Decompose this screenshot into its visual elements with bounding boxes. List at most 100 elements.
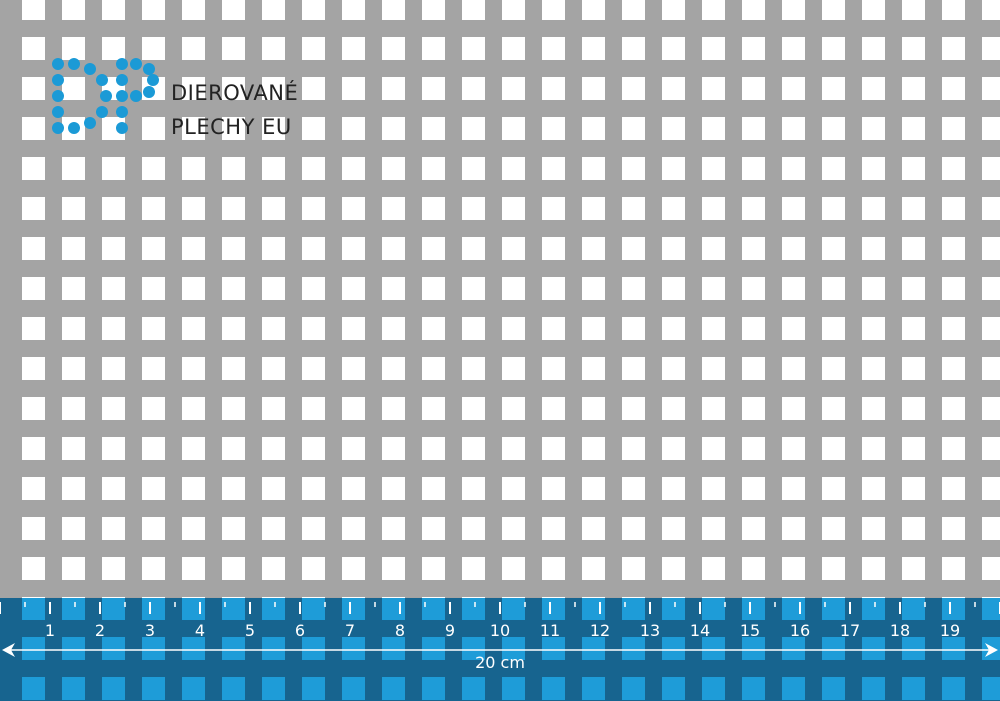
hole xyxy=(142,117,165,140)
hole xyxy=(942,197,965,220)
hole xyxy=(622,357,645,380)
hole xyxy=(422,77,445,100)
hole xyxy=(662,437,685,460)
hole xyxy=(302,77,325,100)
hole xyxy=(742,437,765,460)
hole xyxy=(182,357,205,380)
hole xyxy=(542,117,565,140)
hole xyxy=(902,357,925,380)
ruler-hole xyxy=(542,598,565,620)
hole xyxy=(182,0,205,20)
hole xyxy=(502,277,525,300)
hole xyxy=(422,277,445,300)
hole xyxy=(862,517,885,540)
hole xyxy=(822,277,845,300)
ruler-number: 9 xyxy=(444,621,456,640)
hole xyxy=(302,317,325,340)
hole xyxy=(422,437,445,460)
hole xyxy=(222,0,245,20)
hole xyxy=(902,37,925,60)
ruler-hole xyxy=(302,598,325,620)
hole xyxy=(62,357,85,380)
hole xyxy=(782,477,805,500)
hole xyxy=(502,517,525,540)
ruler-hole xyxy=(182,637,205,660)
hole xyxy=(422,157,445,180)
hole xyxy=(742,157,765,180)
ruler-hole xyxy=(542,677,565,700)
hole xyxy=(302,477,325,500)
hole xyxy=(382,117,405,140)
hole xyxy=(942,77,965,100)
hole xyxy=(382,277,405,300)
hole xyxy=(742,77,765,100)
hole xyxy=(502,397,525,420)
ruler-number: 11 xyxy=(539,621,561,640)
hole xyxy=(262,317,285,340)
hole xyxy=(102,197,125,220)
ruler-hole xyxy=(502,677,525,700)
hole xyxy=(462,277,485,300)
hole xyxy=(942,357,965,380)
hole xyxy=(62,237,85,260)
hole xyxy=(902,277,925,300)
hole xyxy=(942,37,965,60)
hole xyxy=(582,357,605,380)
hole xyxy=(702,77,725,100)
hole xyxy=(582,437,605,460)
hole xyxy=(102,317,125,340)
ruler-hole xyxy=(142,637,165,660)
ruler-hole xyxy=(422,677,445,700)
hole xyxy=(982,437,1000,460)
hole xyxy=(622,37,645,60)
hole xyxy=(102,477,125,500)
hole xyxy=(662,197,685,220)
hole xyxy=(982,117,1000,140)
hole xyxy=(142,37,165,60)
hole xyxy=(262,357,285,380)
hole xyxy=(62,157,85,180)
ruler-hole xyxy=(262,598,285,620)
hole xyxy=(262,517,285,540)
hole xyxy=(142,397,165,420)
hole xyxy=(422,197,445,220)
hole xyxy=(502,477,525,500)
logo-dot xyxy=(96,106,108,118)
ruler-hole xyxy=(62,677,85,700)
hole xyxy=(782,157,805,180)
ruler-hole xyxy=(462,598,485,620)
ruler-hole xyxy=(182,598,205,620)
hole xyxy=(102,397,125,420)
hole xyxy=(422,317,445,340)
hole xyxy=(782,517,805,540)
hole xyxy=(742,237,765,260)
hole xyxy=(222,437,245,460)
hole xyxy=(62,317,85,340)
hole xyxy=(982,37,1000,60)
hole xyxy=(142,277,165,300)
hole xyxy=(62,557,85,580)
hole xyxy=(862,237,885,260)
hole xyxy=(742,357,765,380)
hole xyxy=(742,277,765,300)
hole xyxy=(222,37,245,60)
ruler-hole xyxy=(782,598,805,620)
hole xyxy=(262,37,285,60)
logo-dot xyxy=(68,58,80,70)
hole xyxy=(342,437,365,460)
hole xyxy=(382,237,405,260)
hole xyxy=(982,517,1000,540)
hole xyxy=(142,437,165,460)
hole xyxy=(342,197,365,220)
hole xyxy=(142,557,165,580)
hole xyxy=(502,237,525,260)
hole xyxy=(862,277,885,300)
hole xyxy=(262,237,285,260)
hole xyxy=(382,0,405,20)
ruler-hole xyxy=(302,677,325,700)
hole xyxy=(742,197,765,220)
hole xyxy=(302,277,325,300)
hole xyxy=(142,0,165,20)
hole xyxy=(622,517,645,540)
hole xyxy=(462,357,485,380)
